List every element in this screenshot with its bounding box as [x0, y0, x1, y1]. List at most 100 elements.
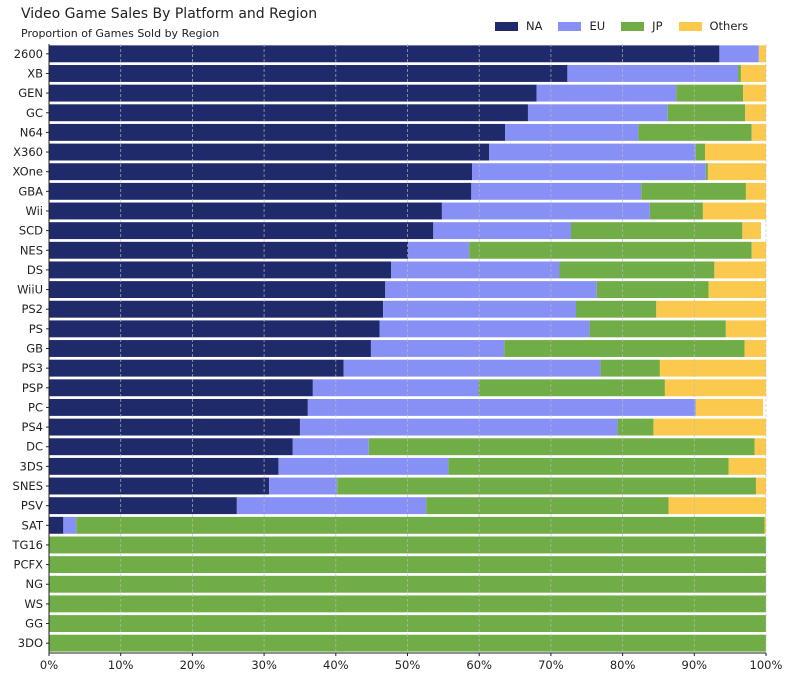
bar-pc-others	[695, 398, 764, 416]
bar-3do-jp	[49, 634, 766, 652]
x-tick-label-20-: 20%	[180, 658, 206, 672]
bar-ds-others	[714, 261, 766, 279]
bars-group	[49, 45, 766, 652]
bar-3ds-others	[728, 457, 766, 475]
bar-ps2-na	[49, 300, 384, 318]
bar-gba-eu	[471, 182, 642, 200]
y-tick-label-ps2: PS2	[21, 302, 43, 316]
x-tick-label-60-: 60%	[466, 658, 492, 672]
bar-n64-eu	[505, 123, 639, 141]
y-tick-label-ps4: PS4	[21, 420, 43, 434]
y-tick-label-snes: SNES	[13, 479, 43, 493]
x-tick-label-30-: 30%	[251, 658, 277, 672]
bar-xone-jp	[705, 163, 708, 181]
bar-dc-jp	[368, 438, 755, 456]
bar-wiiu-jp	[596, 281, 709, 299]
bar-snes-jp	[337, 477, 756, 495]
legend-swatch-others	[678, 21, 702, 31]
bar-gen-others	[743, 84, 766, 102]
bar-wiiu-others	[708, 281, 766, 299]
bar-2600-na	[49, 45, 720, 63]
bar-n64-others	[751, 123, 766, 141]
x-tick-label-100-: 100%	[750, 658, 783, 672]
legend-item-na: NA	[495, 19, 542, 33]
bar-wii-others	[702, 202, 766, 220]
bar-gba-others	[745, 182, 766, 200]
bar-gb-na	[49, 340, 371, 357]
bar-scd-na	[49, 222, 434, 240]
bar-nes-eu	[408, 241, 470, 259]
y-tick-label-ds: DS	[27, 263, 43, 277]
y-tick-label-gb: GB	[26, 342, 43, 356]
y-tick-label-gc: GC	[26, 106, 43, 120]
bar-pc-na	[49, 398, 308, 416]
y-tick-label-wiiu: WiiU	[17, 283, 43, 297]
bar-gb-eu	[370, 340, 505, 357]
bar-3ds-na	[49, 457, 279, 475]
legend-item-others: Others	[678, 19, 749, 33]
bar-ps-na	[49, 320, 380, 338]
y-tick-label-ng: NG	[25, 577, 43, 591]
y-tick-label-wii: Wii	[25, 204, 43, 218]
y-tick-label-n64: N64	[20, 125, 43, 139]
bar-n64-na	[49, 123, 506, 141]
bar-scd-jp	[570, 222, 743, 240]
bar-wii-eu	[441, 202, 650, 220]
bar-scd-others	[742, 222, 761, 240]
x-tick-label-70-: 70%	[538, 658, 564, 672]
legend-label-others: Others	[709, 19, 749, 33]
bar-ps2-others	[656, 300, 766, 318]
bar-dc-others	[754, 438, 766, 456]
x-tick-label-10-: 10%	[108, 658, 134, 672]
bar-n64-jp	[638, 123, 752, 141]
bar-ws-jp	[49, 595, 766, 613]
bar-3ds-jp	[448, 457, 729, 475]
y-tick-label-scd: SCD	[19, 224, 43, 238]
y-tick-label-pc: PC	[28, 400, 43, 414]
bar-gba-na	[49, 182, 472, 200]
y-tick-label-nes: NES	[20, 243, 43, 257]
y-tick-label-ps3: PS3	[21, 361, 43, 375]
y-tick-label-sat: SAT	[21, 518, 43, 532]
bar-xb-na	[49, 65, 568, 82]
bar-xb-others	[740, 65, 766, 82]
bar-x360-na	[49, 143, 490, 161]
legend-label-na: NA	[526, 19, 543, 33]
bar-ps4-eu	[299, 418, 618, 436]
bar-nes-others	[751, 241, 766, 259]
bar-gen-jp	[676, 84, 744, 102]
y-tick-label-ps: PS	[29, 322, 43, 336]
chart-subtitle: Proportion of Games Sold by Region	[21, 27, 220, 40]
bar-dc-na	[49, 438, 293, 456]
y-tick-label-gba: GBA	[18, 184, 43, 198]
bar-psv-jp	[426, 497, 669, 515]
bar-psv-eu	[236, 497, 427, 515]
bar-ps3-jp	[600, 359, 660, 377]
bar-2600-others	[758, 45, 766, 63]
bar-gg-jp	[49, 615, 766, 632]
bar-ps2-jp	[575, 300, 657, 318]
bar-ps4-jp	[617, 418, 654, 436]
bar-ps4-others	[653, 418, 766, 436]
bar-gen-na	[49, 84, 537, 102]
bar-gb-others	[744, 340, 766, 357]
x-tick-label-80-: 80%	[610, 658, 636, 672]
bar-xone-others	[707, 163, 766, 181]
bar-wii-na	[49, 202, 442, 220]
y-tick-label-xone: XOne	[12, 165, 43, 179]
x-tick-label-90-: 90%	[682, 658, 708, 672]
bar-ps-others	[725, 320, 766, 338]
y-tick-label-2600: 2600	[14, 47, 43, 61]
bar-ps3-eu	[343, 359, 601, 377]
bar-xone-na	[49, 163, 473, 181]
bar-snes-others	[755, 477, 766, 495]
bar-pc-eu	[307, 398, 696, 416]
bar-wii-jp	[649, 202, 703, 220]
bar-xone-eu	[472, 163, 706, 181]
bar-sat-others	[764, 516, 766, 534]
bar-gc-jp	[667, 104, 746, 122]
y-tick-label-psv: PSV	[21, 499, 43, 513]
bar-x360-jp	[695, 143, 706, 161]
y-tick-label-pcfx: PCFX	[14, 558, 44, 572]
